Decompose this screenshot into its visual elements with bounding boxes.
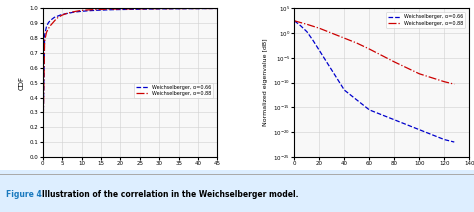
Weichselberger, α=0.88 [366, 48, 372, 50]
Weichselberger, α=0.88 [40, 156, 46, 158]
Text: Figure 4: Figure 4 [6, 190, 41, 199]
X-axis label: Eigenvalue number in decreasing order: Eigenvalue number in decreasing order [319, 172, 444, 177]
Weichselberger, α=0.88 [292, 20, 297, 22]
Weichselberger, α=0.88 [156, 7, 162, 10]
Y-axis label: Normalized eigenvalue [dB]: Normalized eigenvalue [dB] [263, 39, 268, 127]
Weichselberger, α=0.88 [54, 18, 59, 20]
Weichselberger, α=0.66 [441, 138, 447, 141]
Weichselberger, α=0.66 [156, 8, 162, 10]
FancyBboxPatch shape [0, 174, 474, 175]
Weichselberger, α=0.66 [329, 69, 335, 72]
Line: Weichselberger, α=0.66: Weichselberger, α=0.66 [43, 8, 218, 157]
Weichselberger, α=0.88 [195, 7, 201, 10]
Weichselberger, α=0.88 [86, 8, 92, 11]
Line: Weichselberger, α=0.66: Weichselberger, α=0.66 [294, 21, 454, 142]
Weichselberger, α=0.66 [75, 10, 81, 13]
Weichselberger, α=0.88 [55, 16, 61, 19]
Weichselberger, α=0.66 [292, 20, 297, 22]
Weichselberger, α=0.66 [310, 39, 316, 42]
Weichselberger, α=0.66 [298, 25, 303, 27]
Weichselberger, α=0.66 [354, 99, 360, 101]
Weichselberger, α=0.88 [304, 23, 310, 26]
Weichselberger, α=0.88 [79, 9, 84, 12]
Weichselberger, α=0.66 [304, 31, 310, 33]
Weichselberger, α=0.88 [417, 73, 422, 75]
Weichselberger, α=0.66 [55, 15, 61, 17]
Weichselberger, α=0.66 [59, 13, 65, 16]
Weichselberger, α=0.66 [110, 8, 116, 11]
Weichselberger, α=0.66 [118, 8, 123, 11]
Weichselberger, α=0.88 [110, 8, 116, 10]
Weichselberger, α=0.66 [342, 89, 347, 91]
Weichselberger, α=0.88 [46, 27, 51, 30]
Weichselberger, α=0.88 [176, 7, 182, 10]
Weichselberger, α=0.66 [54, 15, 59, 18]
Weichselberger, α=0.88 [59, 14, 65, 17]
Weichselberger, α=0.88 [52, 20, 57, 22]
Weichselberger, α=0.88 [342, 37, 347, 39]
Weichselberger, α=0.88 [392, 61, 397, 63]
Weichselberger, α=0.88 [44, 31, 49, 33]
Weichselberger, α=0.66 [47, 19, 53, 22]
Weichselberger, α=0.88 [47, 24, 53, 27]
Weichselberger, α=0.66 [215, 7, 220, 10]
Weichselberger, α=0.66 [49, 18, 55, 20]
Weichselberger, α=0.66 [79, 10, 84, 13]
Weichselberger, α=0.88 [441, 80, 447, 83]
Weichselberger, α=0.66 [335, 79, 341, 81]
Text: Illustration of the correlation in the Weichselberger model.: Illustration of the correlation in the W… [34, 190, 299, 199]
Weichselberger, α=0.88 [404, 67, 410, 69]
Weichselberger, α=0.88 [102, 8, 108, 11]
Weichselberger, α=0.88 [329, 32, 335, 35]
Weichselberger, α=0.66 [102, 9, 108, 11]
Weichselberger, α=0.88 [75, 10, 81, 12]
Weichselberger, α=0.66 [323, 59, 328, 62]
Weichselberger, α=0.66 [52, 16, 57, 19]
Weichselberger, α=0.66 [429, 133, 435, 136]
Weichselberger, α=0.66 [417, 128, 422, 131]
Weichselberger, α=0.88 [137, 7, 143, 10]
Weichselberger, α=0.66 [451, 141, 457, 143]
Weichselberger, α=0.88 [354, 42, 360, 44]
Legend: Weichselberger, α=0.66, Weichselberger, α=0.88: Weichselberger, α=0.66, Weichselberger, … [134, 83, 213, 98]
Weichselberger, α=0.66 [46, 21, 51, 24]
Weichselberger, α=0.66 [379, 114, 385, 116]
Line: Weichselberger, α=0.88: Weichselberger, α=0.88 [294, 21, 454, 84]
Weichselberger, α=0.66 [137, 8, 143, 11]
Weichselberger, α=0.88 [63, 13, 69, 15]
X-axis label: Eigenvalue number in decreasing order: Eigenvalue number in decreasing order [68, 172, 192, 177]
Weichselberger, α=0.66 [366, 109, 372, 111]
Y-axis label: CDF: CDF [18, 76, 24, 90]
Weichselberger, α=0.88 [49, 22, 55, 25]
Weichselberger, α=0.66 [317, 49, 322, 52]
Legend: Weichselberger, α=0.66, Weichselberger, α=0.88: Weichselberger, α=0.66, Weichselberger, … [386, 12, 465, 28]
Weichselberger, α=0.66 [71, 11, 77, 14]
Weichselberger, α=0.88 [42, 40, 47, 42]
Weichselberger, α=0.66 [392, 119, 397, 121]
Weichselberger, α=0.66 [94, 9, 100, 11]
Weichselberger, α=0.66 [195, 7, 201, 10]
Weichselberger, α=0.66 [63, 13, 69, 15]
Weichselberger, α=0.66 [404, 123, 410, 126]
Weichselberger, α=0.88 [317, 27, 322, 29]
Line: Weichselberger, α=0.88: Weichselberger, α=0.88 [43, 8, 218, 157]
Weichselberger, α=0.66 [67, 12, 73, 14]
Weichselberger, α=0.88 [118, 8, 123, 10]
Weichselberger, α=0.88 [94, 8, 100, 11]
Weichselberger, α=0.88 [67, 11, 73, 14]
Weichselberger, α=0.66 [44, 25, 49, 28]
Weichselberger, α=0.66 [42, 34, 47, 36]
Weichselberger, α=0.66 [176, 7, 182, 10]
Weichselberger, α=0.88 [429, 77, 435, 79]
FancyBboxPatch shape [0, 170, 474, 212]
Weichselberger, α=0.88 [379, 54, 385, 57]
Weichselberger, α=0.88 [215, 7, 220, 10]
Weichselberger, α=0.88 [71, 10, 77, 13]
Weichselberger, α=0.66 [40, 156, 46, 158]
Weichselberger, α=0.88 [451, 83, 457, 85]
Weichselberger, α=0.66 [86, 10, 92, 12]
